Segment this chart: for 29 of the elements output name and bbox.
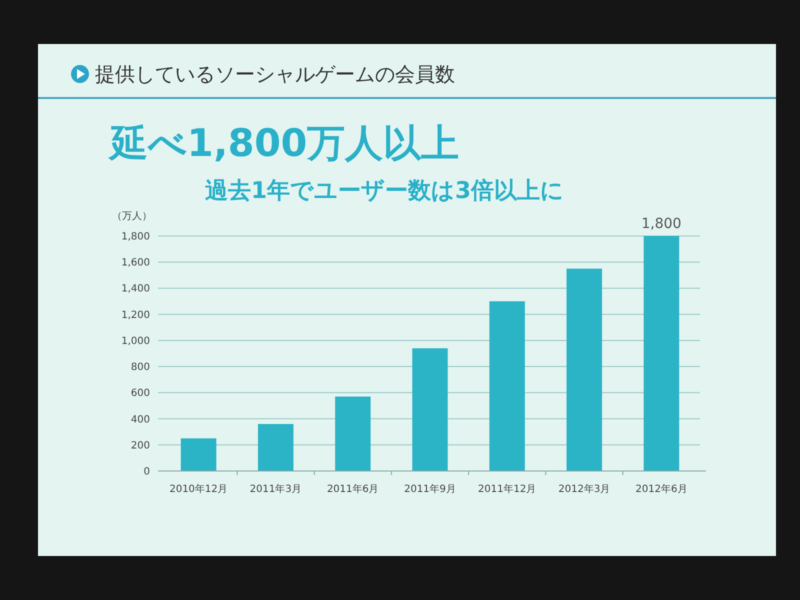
bar <box>335 396 371 471</box>
chart-subtitle: 延べ1,800万人以上 <box>108 121 460 165</box>
bar <box>566 268 602 471</box>
bar <box>180 438 216 471</box>
x-tick-label: 2011年9月 <box>404 483 456 495</box>
x-tick-label: 2012年6月 <box>636 483 688 495</box>
bar <box>412 348 448 471</box>
x-tick-label: 2012年3月 <box>558 483 610 495</box>
y-tick-label: 1,600 <box>121 258 150 269</box>
bar <box>489 301 525 471</box>
y-tick-label: 1,400 <box>121 284 150 295</box>
x-tick-label: 2010年12月 <box>169 483 228 495</box>
y-tick-label: 800 <box>130 362 150 374</box>
x-tick-label: 2011年6月 <box>326 483 379 495</box>
y-tick-label: 1,800 <box>121 232 150 242</box>
y-tick-label: 0 <box>144 466 150 478</box>
x-tick-label: 2011年3月 <box>250 483 302 495</box>
y-axis-title: （万人） <box>112 211 152 222</box>
bar <box>644 236 680 471</box>
y-tick-label: 400 <box>130 414 150 426</box>
data-label: 1,800 <box>641 216 682 232</box>
y-tick-label: 1,000 <box>121 336 150 347</box>
bar <box>258 424 294 471</box>
text: 過去1年でユーザー数は3倍以上に <box>205 178 564 204</box>
x-tick-label: 2011年12月 <box>478 483 536 495</box>
y-tick-label: 600 <box>130 388 150 400</box>
chart-title: 提供しているソーシャルゲームの会員数 <box>95 62 455 86</box>
y-tick-label: 200 <box>130 440 150 452</box>
y-tick-label: 1,200 <box>121 310 150 321</box>
